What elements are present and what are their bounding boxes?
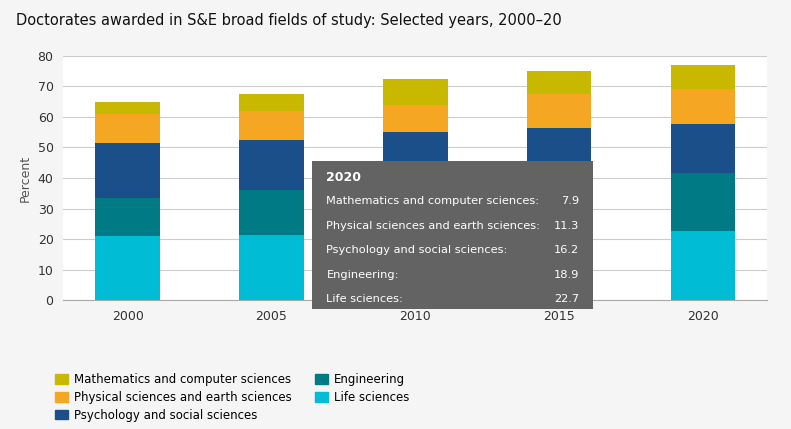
- Bar: [239, 111, 304, 140]
- Text: 11.3: 11.3: [554, 221, 579, 231]
- Bar: [383, 227, 448, 300]
- Bar: [95, 102, 160, 114]
- Bar: [671, 231, 736, 300]
- Bar: [383, 132, 448, 180]
- Text: 22.7: 22.7: [554, 294, 579, 304]
- Text: Psychology and social sciences:: Psychology and social sciences:: [327, 245, 508, 255]
- Bar: [95, 143, 160, 198]
- Bar: [95, 198, 160, 236]
- Bar: [527, 227, 592, 300]
- Text: Mathematics and computer sciences:: Mathematics and computer sciences:: [327, 196, 539, 206]
- Bar: [527, 71, 592, 94]
- Text: 16.2: 16.2: [554, 245, 579, 255]
- Text: 2020: 2020: [327, 171, 361, 184]
- Text: 18.9: 18.9: [554, 270, 579, 280]
- Y-axis label: Percent: Percent: [19, 154, 32, 202]
- Text: 7.9: 7.9: [561, 196, 579, 206]
- Text: Physical sciences and earth sciences:: Physical sciences and earth sciences:: [327, 221, 540, 231]
- Bar: [671, 65, 736, 89]
- Text: Engineering:: Engineering:: [327, 270, 399, 280]
- Bar: [527, 178, 592, 227]
- Bar: [383, 180, 448, 227]
- Text: Life sciences:: Life sciences:: [327, 294, 403, 304]
- Legend: Mathematics and computer sciences, Physical sciences and earth sciences, Psychol: Mathematics and computer sciences, Physi…: [55, 373, 410, 422]
- Bar: [239, 235, 304, 300]
- Text: Doctorates awarded in S&E broad fields of study: Selected years, 2000–20: Doctorates awarded in S&E broad fields o…: [16, 13, 562, 28]
- Bar: [239, 140, 304, 190]
- Bar: [527, 127, 592, 178]
- Bar: [95, 114, 160, 143]
- Bar: [527, 94, 592, 127]
- Bar: [239, 190, 304, 235]
- Bar: [383, 79, 448, 105]
- Bar: [671, 173, 736, 231]
- Bar: [383, 105, 448, 132]
- Bar: [239, 94, 304, 111]
- Bar: [671, 124, 736, 173]
- Bar: [95, 236, 160, 300]
- Bar: [671, 89, 736, 124]
